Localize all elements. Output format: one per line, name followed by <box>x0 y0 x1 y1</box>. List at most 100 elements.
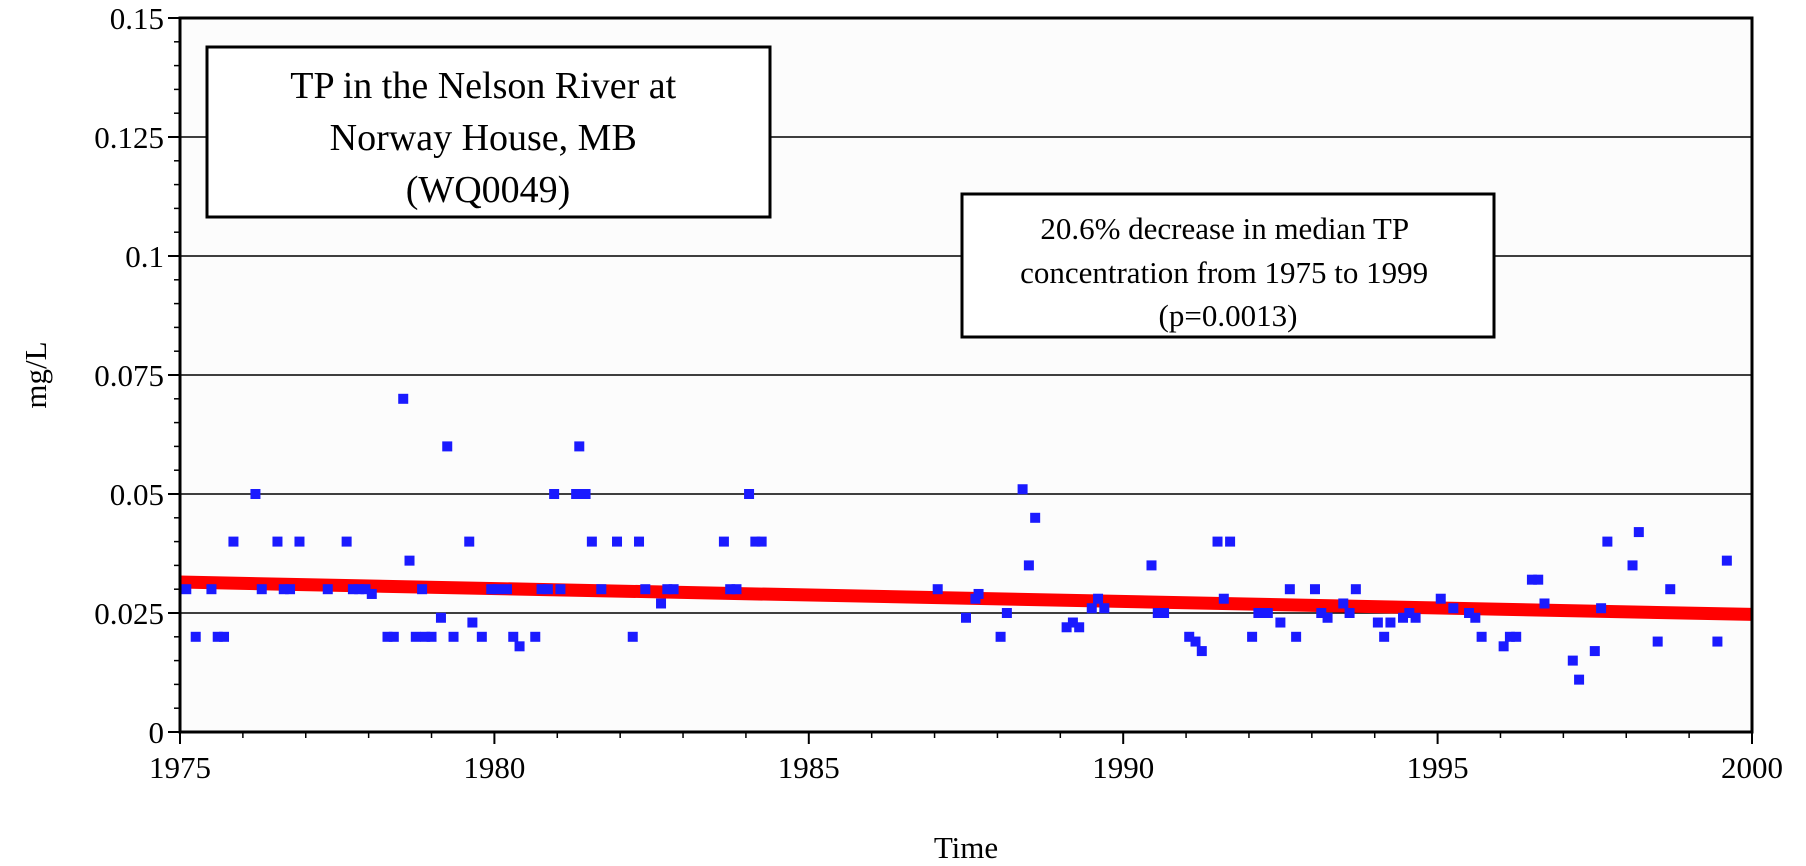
data-point-79 <box>1190 636 1201 647</box>
data-point-66 <box>1017 484 1028 495</box>
y-axis-label: mg/L <box>18 341 53 408</box>
data-point-92 <box>1322 612 1333 623</box>
data-point-55 <box>725 584 736 595</box>
data-point-90 <box>1309 584 1320 595</box>
data-point-105 <box>1470 612 1481 623</box>
data-point-29 <box>464 536 475 547</box>
data-point-45 <box>586 536 597 547</box>
x-tick-label-4: 1995 <box>1407 750 1469 785</box>
data-point-106 <box>1476 631 1487 642</box>
x-tick-label-5: 2000 <box>1721 750 1783 785</box>
data-point-53 <box>668 584 679 595</box>
data-point-11 <box>294 536 305 547</box>
data-point-36 <box>514 641 525 652</box>
data-point-97 <box>1379 631 1390 642</box>
data-point-123 <box>1721 555 1732 566</box>
data-point-80 <box>1196 646 1207 657</box>
data-point-12 <box>322 584 333 595</box>
data-point-25 <box>426 631 437 642</box>
data-point-111 <box>1533 574 1544 585</box>
data-point-78 <box>1184 631 1195 642</box>
data-point-65 <box>1001 608 1012 618</box>
data-point-35 <box>508 631 519 642</box>
data-point-118 <box>1627 560 1638 571</box>
data-point-8 <box>272 536 283 547</box>
data-point-38 <box>536 584 547 595</box>
x-tick-label-1: 1980 <box>463 750 525 785</box>
data-point-5 <box>228 536 239 547</box>
data-point-16 <box>360 584 371 595</box>
y-tick-label-4: 0.1 <box>125 239 164 274</box>
trend-line <box>179 575 1753 621</box>
data-point-81 <box>1212 536 1223 547</box>
data-point-59 <box>756 536 767 547</box>
data-point-46 <box>596 584 607 595</box>
data-point-70 <box>1067 617 1078 628</box>
data-point-71 <box>1074 622 1085 633</box>
data-point-58 <box>750 536 761 547</box>
data-point-37 <box>530 631 541 642</box>
data-point-87 <box>1275 617 1286 628</box>
data-point-77 <box>1159 608 1170 618</box>
data-point-122 <box>1712 636 1723 647</box>
data-point-74 <box>1099 603 1110 614</box>
annotation-line-3: (p=0.0013) <box>1159 298 1298 333</box>
data-point-103 <box>1448 603 1459 614</box>
data-point-64 <box>995 631 1006 642</box>
data-point-3 <box>212 631 223 642</box>
y-axis-ticks: 0 0.025 0.05 0.075 0.1 0.125 0.15 <box>94 1 180 750</box>
data-point-33 <box>492 584 503 595</box>
x-tick-label-2: 1985 <box>778 750 840 785</box>
data-point-68 <box>1030 512 1041 523</box>
data-point-15 <box>354 584 365 595</box>
y-tick-label-3: 0.075 <box>94 358 164 393</box>
data-point-9 <box>278 584 289 595</box>
data-point-100 <box>1404 608 1415 618</box>
data-point-112 <box>1539 598 1550 609</box>
x-tick-label-0: 1975 <box>149 750 211 785</box>
data-point-114 <box>1574 674 1585 685</box>
data-point-18 <box>382 631 393 642</box>
data-point-27 <box>442 441 453 452</box>
data-point-63 <box>973 588 984 599</box>
title-box: TP in the Nelson River at Norway House, … <box>205 45 772 219</box>
data-point-72 <box>1086 603 1097 614</box>
annotation-line-1: 20.6% decrease in median TP <box>1040 211 1408 246</box>
title-box-frame <box>205 45 772 219</box>
data-point-42 <box>571 489 582 499</box>
data-point-26 <box>435 612 446 623</box>
x-axis-label: Time <box>934 830 998 865</box>
chart-title: TP in the Nelson River at Norway House, … <box>290 65 685 211</box>
data-point-61 <box>961 612 971 623</box>
data-point-40 <box>549 489 560 499</box>
data-point-10 <box>285 584 296 595</box>
trend-line-group <box>179 575 1753 621</box>
data-point-88 <box>1284 584 1295 595</box>
data-point-31 <box>476 631 487 642</box>
data-point-52 <box>662 584 673 595</box>
data-point-22 <box>410 631 421 642</box>
data-point-24 <box>420 631 431 642</box>
chart-title-line-1: TP in the Nelson River at <box>290 65 676 107</box>
data-point-13 <box>341 536 352 547</box>
data-point-93 <box>1338 598 1349 609</box>
data-point-34 <box>501 584 512 595</box>
data-point-56 <box>731 584 742 595</box>
data-point-30 <box>467 617 478 628</box>
data-point-14 <box>347 584 358 595</box>
annotation-line-2: concentration from 1975 to 1999 <box>1020 255 1428 290</box>
data-point-69 <box>1061 622 1072 633</box>
data-point-107 <box>1498 641 1509 652</box>
data-point-91 <box>1316 608 1327 618</box>
data-point-41 <box>555 584 566 595</box>
data-point-44 <box>580 489 591 499</box>
x-axis-ticks: 1975 1980 1985 1990 1995 2000 <box>149 732 1783 785</box>
chart-title-line-3: (WQ0049) <box>406 169 571 211</box>
data-point-101 <box>1410 612 1421 623</box>
data-point-2 <box>206 584 217 595</box>
data-point-67 <box>1023 560 1034 571</box>
annotation-text: 20.6% decrease in median TP concentratio… <box>1020 211 1436 333</box>
data-point-17 <box>366 588 377 599</box>
data-point-109 <box>1511 631 1522 642</box>
y-tick-label-1: 0.025 <box>94 596 164 631</box>
